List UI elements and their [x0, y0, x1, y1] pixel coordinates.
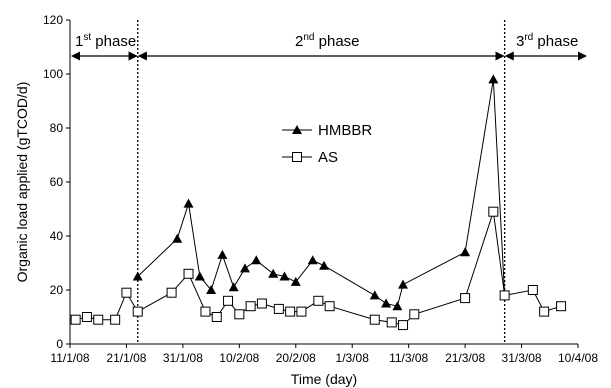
data-point-as	[166, 287, 177, 298]
data-point-as	[409, 309, 420, 320]
y-tick-label: 100	[43, 67, 63, 81]
x-tick-label: 10/2/08	[219, 351, 259, 365]
data-point-hmbbr	[279, 271, 290, 281]
data-point-hmbbr	[206, 285, 217, 294]
data-point-hmbbr	[217, 249, 228, 259]
data-point-as	[256, 298, 267, 309]
x-tick-label: 1/3/08	[336, 351, 370, 365]
data-point-as	[183, 268, 194, 279]
data-point-hmbbr	[183, 198, 194, 208]
data-point-hmbbr	[228, 282, 239, 292]
legend-hmbbr-label: HMBBR	[318, 122, 372, 139]
data-point-hmbbr	[488, 74, 499, 84]
data-point-hmbbr	[172, 233, 183, 243]
data-point-as	[245, 301, 256, 312]
data-point-as	[132, 306, 143, 317]
x-tick-label: 10/4/08	[558, 351, 598, 365]
data-point-as	[70, 314, 81, 325]
data-point-as	[234, 309, 245, 320]
series-group	[70, 74, 567, 331]
data-point-as	[81, 312, 92, 322]
data-point-as	[460, 293, 471, 304]
data-point-as	[313, 295, 324, 306]
data-point-hmbbr	[239, 263, 250, 273]
data-point-hmbbr	[392, 301, 403, 311]
y-tick-label: 40	[50, 229, 64, 243]
data-point-as	[93, 314, 104, 325]
data-point-hmbbr	[132, 271, 143, 281]
legend-as-marker	[292, 152, 302, 162]
y-tick-label: 80	[50, 121, 64, 135]
data-point-as	[110, 314, 121, 325]
data-point-hmbbr	[268, 268, 279, 278]
x-tick-label: 21/1/08	[106, 351, 146, 365]
legend-as-label: AS	[318, 149, 338, 166]
x-tick-label: 31/1/08	[163, 351, 203, 365]
data-point-as	[398, 320, 409, 331]
x-tick-label: 20/2/08	[276, 351, 316, 365]
x-tick-label: 11/1/08	[50, 351, 89, 365]
data-point-as	[386, 317, 397, 328]
y-tick-label: 0	[56, 337, 63, 351]
y-tick-label: 60	[50, 175, 64, 189]
data-point-as	[285, 306, 296, 317]
x-ticks: 11/1/08 21/1/08 31/1/08 10/2/08 20/2/08 1/3/0…	[50, 344, 598, 365]
data-point-hmbbr	[319, 260, 329, 270]
data-point-hmbbr	[251, 255, 262, 265]
x-tick-label: 11/3/08	[389, 351, 428, 365]
y-axis-title: Organic load applied (gTCOD/d)	[14, 82, 30, 283]
phase-1-label: 1st phase	[75, 32, 136, 50]
y-ticks: 0 20 40 60 80 100 120	[43, 13, 70, 351]
data-point-as	[539, 306, 550, 317]
data-point-hmbbr	[398, 279, 409, 289]
x-tick-label: 31/3/08	[502, 351, 542, 365]
data-point-as	[211, 312, 222, 322]
data-point-as	[527, 285, 538, 295]
data-point-as	[488, 206, 499, 217]
series-line-as	[75, 211, 562, 326]
data-point-as	[121, 287, 132, 298]
phase-boundaries	[137, 20, 506, 344]
data-point-hmbbr	[307, 255, 318, 265]
data-point-hmbbr	[381, 298, 392, 308]
x-axis-title: Time (day)	[291, 371, 357, 387]
y-tick-label: 120	[43, 13, 63, 27]
data-point-as	[556, 301, 567, 312]
data-point-as	[324, 301, 335, 312]
data-point-as	[296, 306, 307, 317]
legend-hmbbr-marker	[292, 125, 302, 134]
data-point-as	[200, 306, 211, 317]
data-point-hmbbr	[194, 271, 205, 281]
data-point-as	[273, 303, 284, 314]
x-tick-label: 21/3/08	[445, 351, 485, 365]
phase-3-label: 3rd phase	[516, 32, 578, 50]
y-tick-label: 20	[50, 283, 64, 297]
data-point-as	[223, 295, 234, 306]
data-point-as	[499, 290, 510, 301]
data-point-hmbbr	[290, 276, 301, 286]
phase-2-label: 2nd phase	[295, 32, 360, 50]
data-point-as	[369, 314, 380, 325]
data-point-hmbbr	[369, 290, 380, 300]
legend: HMBBR AS	[282, 122, 372, 166]
data-point-hmbbr	[460, 247, 471, 257]
